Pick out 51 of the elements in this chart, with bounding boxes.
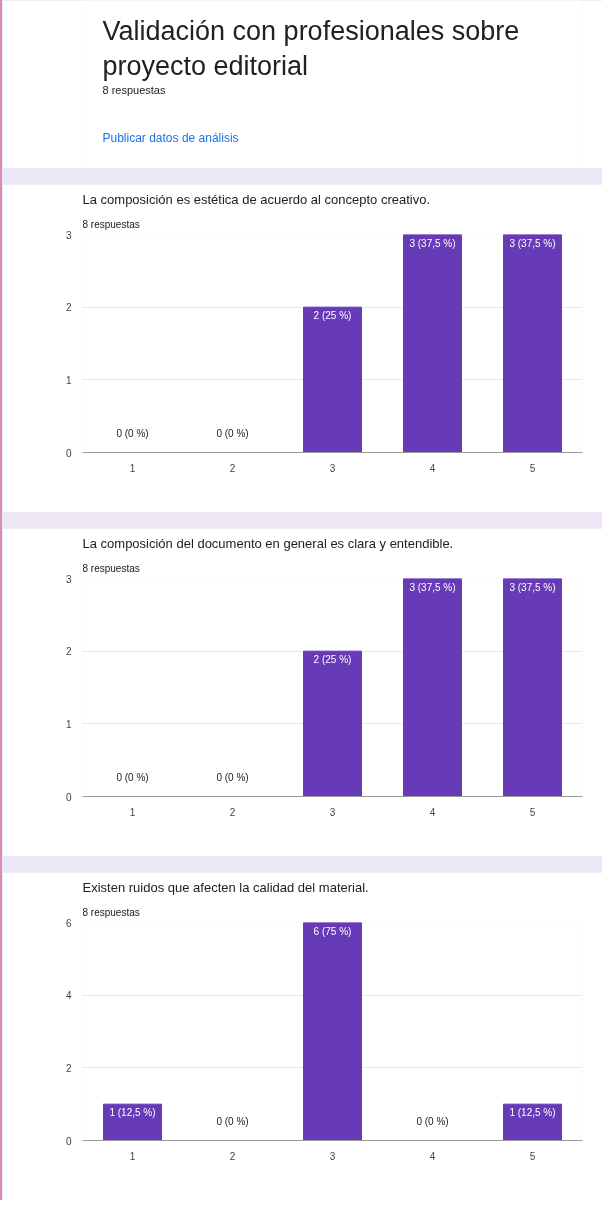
x-tick-label: 4 — [429, 806, 436, 818]
data-label: 6 (75 %) — [313, 925, 352, 937]
data-label: 2 (25 %) — [313, 310, 352, 322]
chart-title: La composición del documento en general es clara y entendible. — [82, 535, 454, 551]
data-label: 3 (37,5 %) — [509, 581, 556, 593]
y-tick-label: 2 — [65, 1062, 72, 1074]
data-label: 3 (37,5 %) — [409, 581, 456, 593]
y-tick-label: 6 — [65, 917, 72, 929]
x-tick-label: 3 — [329, 806, 336, 818]
x-tick-label: 2 — [229, 462, 236, 474]
data-label: 1 (12,5 %) — [109, 1107, 156, 1119]
data-label: 2 (25 %) — [313, 654, 352, 666]
data-label: 3 (37,5 %) — [409, 237, 456, 249]
y-tick-label: 4 — [65, 990, 72, 1002]
y-tick-label: 2 — [65, 646, 72, 658]
y-tick-label: 0 — [65, 447, 72, 459]
text: Publicar datos de análisis — [102, 131, 239, 146]
data-label: 0 (0 %) — [116, 771, 149, 783]
y-tick-label: 3 — [65, 229, 72, 241]
chart-subtitle: 8 respuestas — [82, 906, 140, 918]
x-tick-label: 2 — [229, 806, 236, 818]
chart-title: La composición es estética de acuerdo al concepto creativo. — [82, 191, 431, 207]
x-tick-label: 3 — [329, 1150, 336, 1162]
data-label: 0 (0 %) — [116, 427, 149, 439]
x-tick-label: 1 — [129, 806, 136, 818]
x-tick-label: 4 — [429, 462, 436, 474]
x-tick-label: 4 — [429, 1150, 436, 1162]
chart-subtitle: 8 respuestas — [82, 218, 140, 230]
x-tick-label: 3 — [329, 462, 336, 474]
y-tick-label: 0 — [65, 791, 72, 803]
x-tick-label: 2 — [229, 1150, 236, 1162]
text: 8 respuestas — [102, 83, 166, 96]
x-tick-label: 1 — [129, 462, 136, 474]
chart-title: Existen ruidos que afecten la calidad del material. — [82, 879, 369, 895]
data-label: 0 (0 %) — [216, 1115, 249, 1127]
x-tick-label: 5 — [529, 462, 536, 474]
data-label: 0 (0 %) — [216, 771, 249, 783]
x-tick-label: 5 — [529, 806, 536, 818]
data-label: 3 (37,5 %) — [509, 237, 556, 249]
y-tick-label: 2 — [65, 302, 72, 314]
text: Validación con profesionales sobre proyecto editorial — [102, 15, 520, 82]
y-tick-label: 0 — [65, 1135, 72, 1147]
chart-subtitle: 8 respuestas — [82, 562, 140, 574]
y-tick-label: 1 — [65, 718, 72, 730]
y-tick-label: 1 — [65, 374, 72, 386]
data-label: 1 (12,5 %) — [509, 1107, 556, 1119]
x-tick-label: 1 — [129, 1150, 136, 1162]
x-tick-label: 5 — [529, 1150, 536, 1162]
data-label: 0 (0 %) — [216, 427, 249, 439]
y-tick-label: 3 — [65, 573, 72, 585]
data-label: 0 (0 %) — [416, 1115, 449, 1127]
